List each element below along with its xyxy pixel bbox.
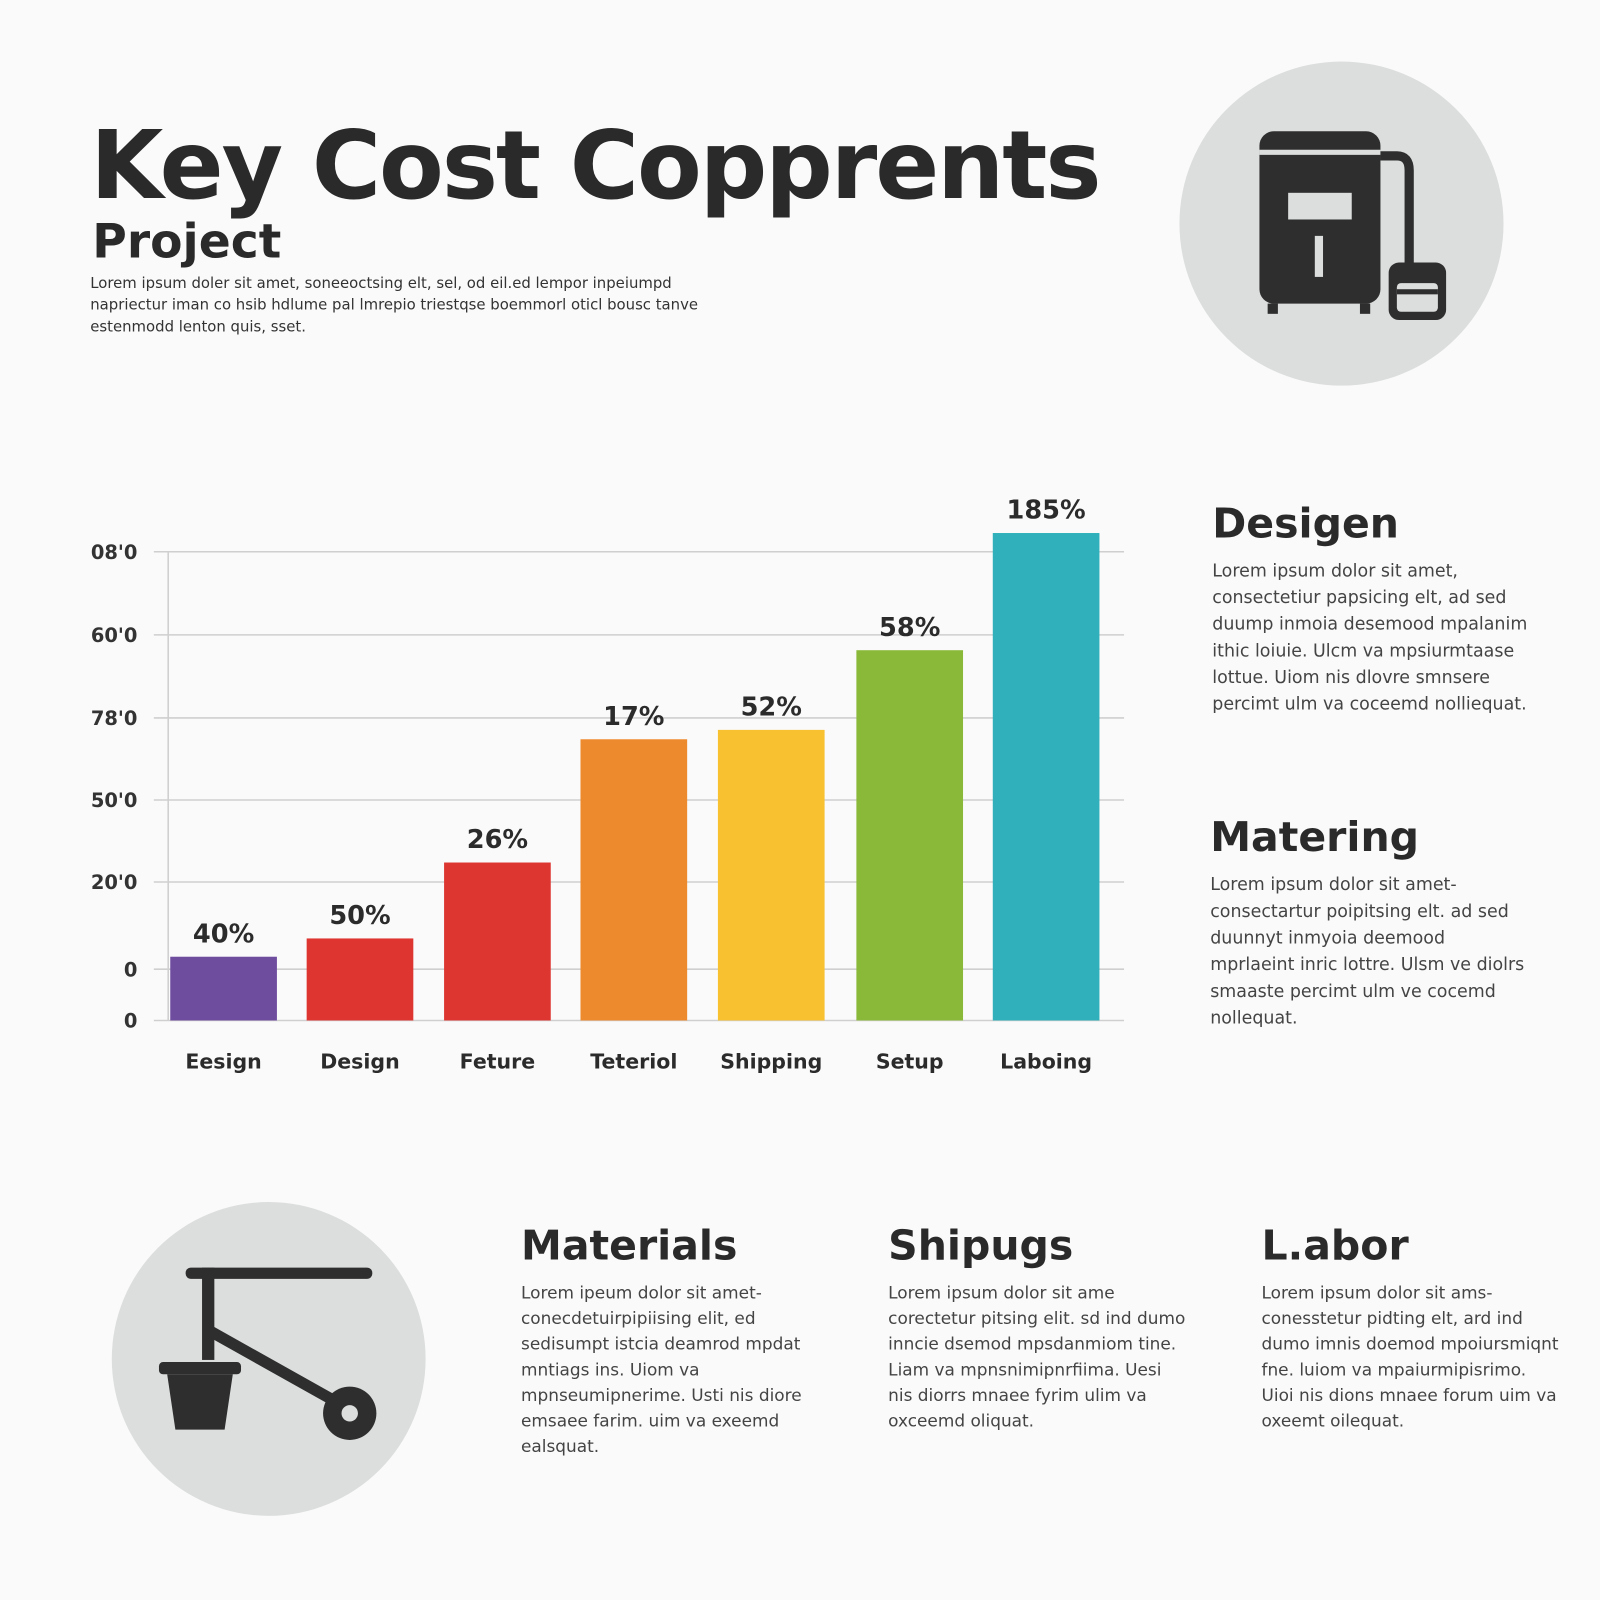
bar xyxy=(856,650,964,1021)
bottom-icon-circle xyxy=(111,1202,426,1516)
x-tick-label: Design xyxy=(320,1050,399,1074)
side-section-1: Desigen Lorem ipsum dolor sit amet, cons… xyxy=(1212,500,1530,717)
bar xyxy=(306,938,414,1021)
side-section-title: Matering xyxy=(1210,814,1420,862)
top-icon-circle xyxy=(1179,61,1504,386)
bottom-section-materials: Materials Lorem ipeum dolor sit amet- co… xyxy=(521,1223,818,1460)
data-label: 58% xyxy=(879,613,940,643)
x-tick-label: Setup xyxy=(876,1050,944,1074)
intro-text: Lorem ipsum doler sit amet, soneeoctsing… xyxy=(90,275,699,336)
y-tick-label: 50'0 xyxy=(91,789,138,812)
bottom-section-text: Lorem ipsum dolor sit ams- conesstetur p… xyxy=(1261,1283,1559,1431)
page-subtitle: Project xyxy=(92,213,282,269)
machine-with-box-icon xyxy=(1259,131,1447,320)
bottom-section-text: Lorem ipsum dolor sit ame corectetur pit… xyxy=(888,1283,1186,1431)
bottom-section-text: Lorem ipeum dolor sit amet- conecdetuirp… xyxy=(521,1283,802,1457)
bottom-section-title: Materials xyxy=(521,1222,738,1270)
bottom-section-shipping: Shipugs Lorem ipsum dolor sit ame corect… xyxy=(888,1223,1185,1434)
bottom-section-title: L.abor xyxy=(1261,1222,1409,1270)
bar xyxy=(717,729,825,1021)
x-tick-label: Shipping xyxy=(720,1050,822,1074)
x-tick-label: Teteriol xyxy=(590,1050,677,1074)
bar xyxy=(992,533,1100,1021)
x-tick-label: Eesign xyxy=(185,1050,261,1074)
side-section-title: Desigen xyxy=(1212,500,1400,548)
bottom-section-labor: L.abor Lorem ipsum dolor sit ams- coness… xyxy=(1261,1223,1558,1434)
x-tick-label: Laboing xyxy=(1000,1050,1092,1074)
side-section-text: Lorem ipsum dolor sit amet, consectetiur… xyxy=(1212,561,1528,715)
y-tick-label: 08'0 xyxy=(91,541,138,564)
side-section-2: Matering Lorem ipsum dolor sit amet- con… xyxy=(1210,814,1528,1031)
y-tick-label: 0 xyxy=(124,958,138,981)
y-tick-label: 60'0 xyxy=(91,624,138,647)
bar xyxy=(580,739,688,1021)
cart-wheel-icon xyxy=(158,1267,377,1440)
bar xyxy=(444,862,551,1021)
bar-chart: 08'0 60'0 78'0 50'0 20'0 0 0 40% Eesign 50% Design… xyxy=(91,496,1125,1074)
y-tick-label: 78'0 xyxy=(91,707,138,730)
data-label: 26% xyxy=(467,825,528,855)
bar xyxy=(170,956,277,1021)
data-label: 185% xyxy=(1007,496,1086,526)
y-tick-label: 0 xyxy=(124,1010,138,1033)
bottom-section-title: Shipugs xyxy=(888,1222,1074,1270)
x-tick-label: Feture xyxy=(460,1050,535,1074)
data-label: 17% xyxy=(603,702,664,732)
data-label: 40% xyxy=(193,919,254,949)
y-tick-label: 20'0 xyxy=(91,871,138,894)
page-title: Key Cost Copprents xyxy=(90,110,1101,221)
data-label: 50% xyxy=(329,901,390,931)
side-section-text: Lorem ipsum dolor sit amet- consectartur… xyxy=(1210,874,1525,1029)
data-label: 52% xyxy=(741,693,802,723)
